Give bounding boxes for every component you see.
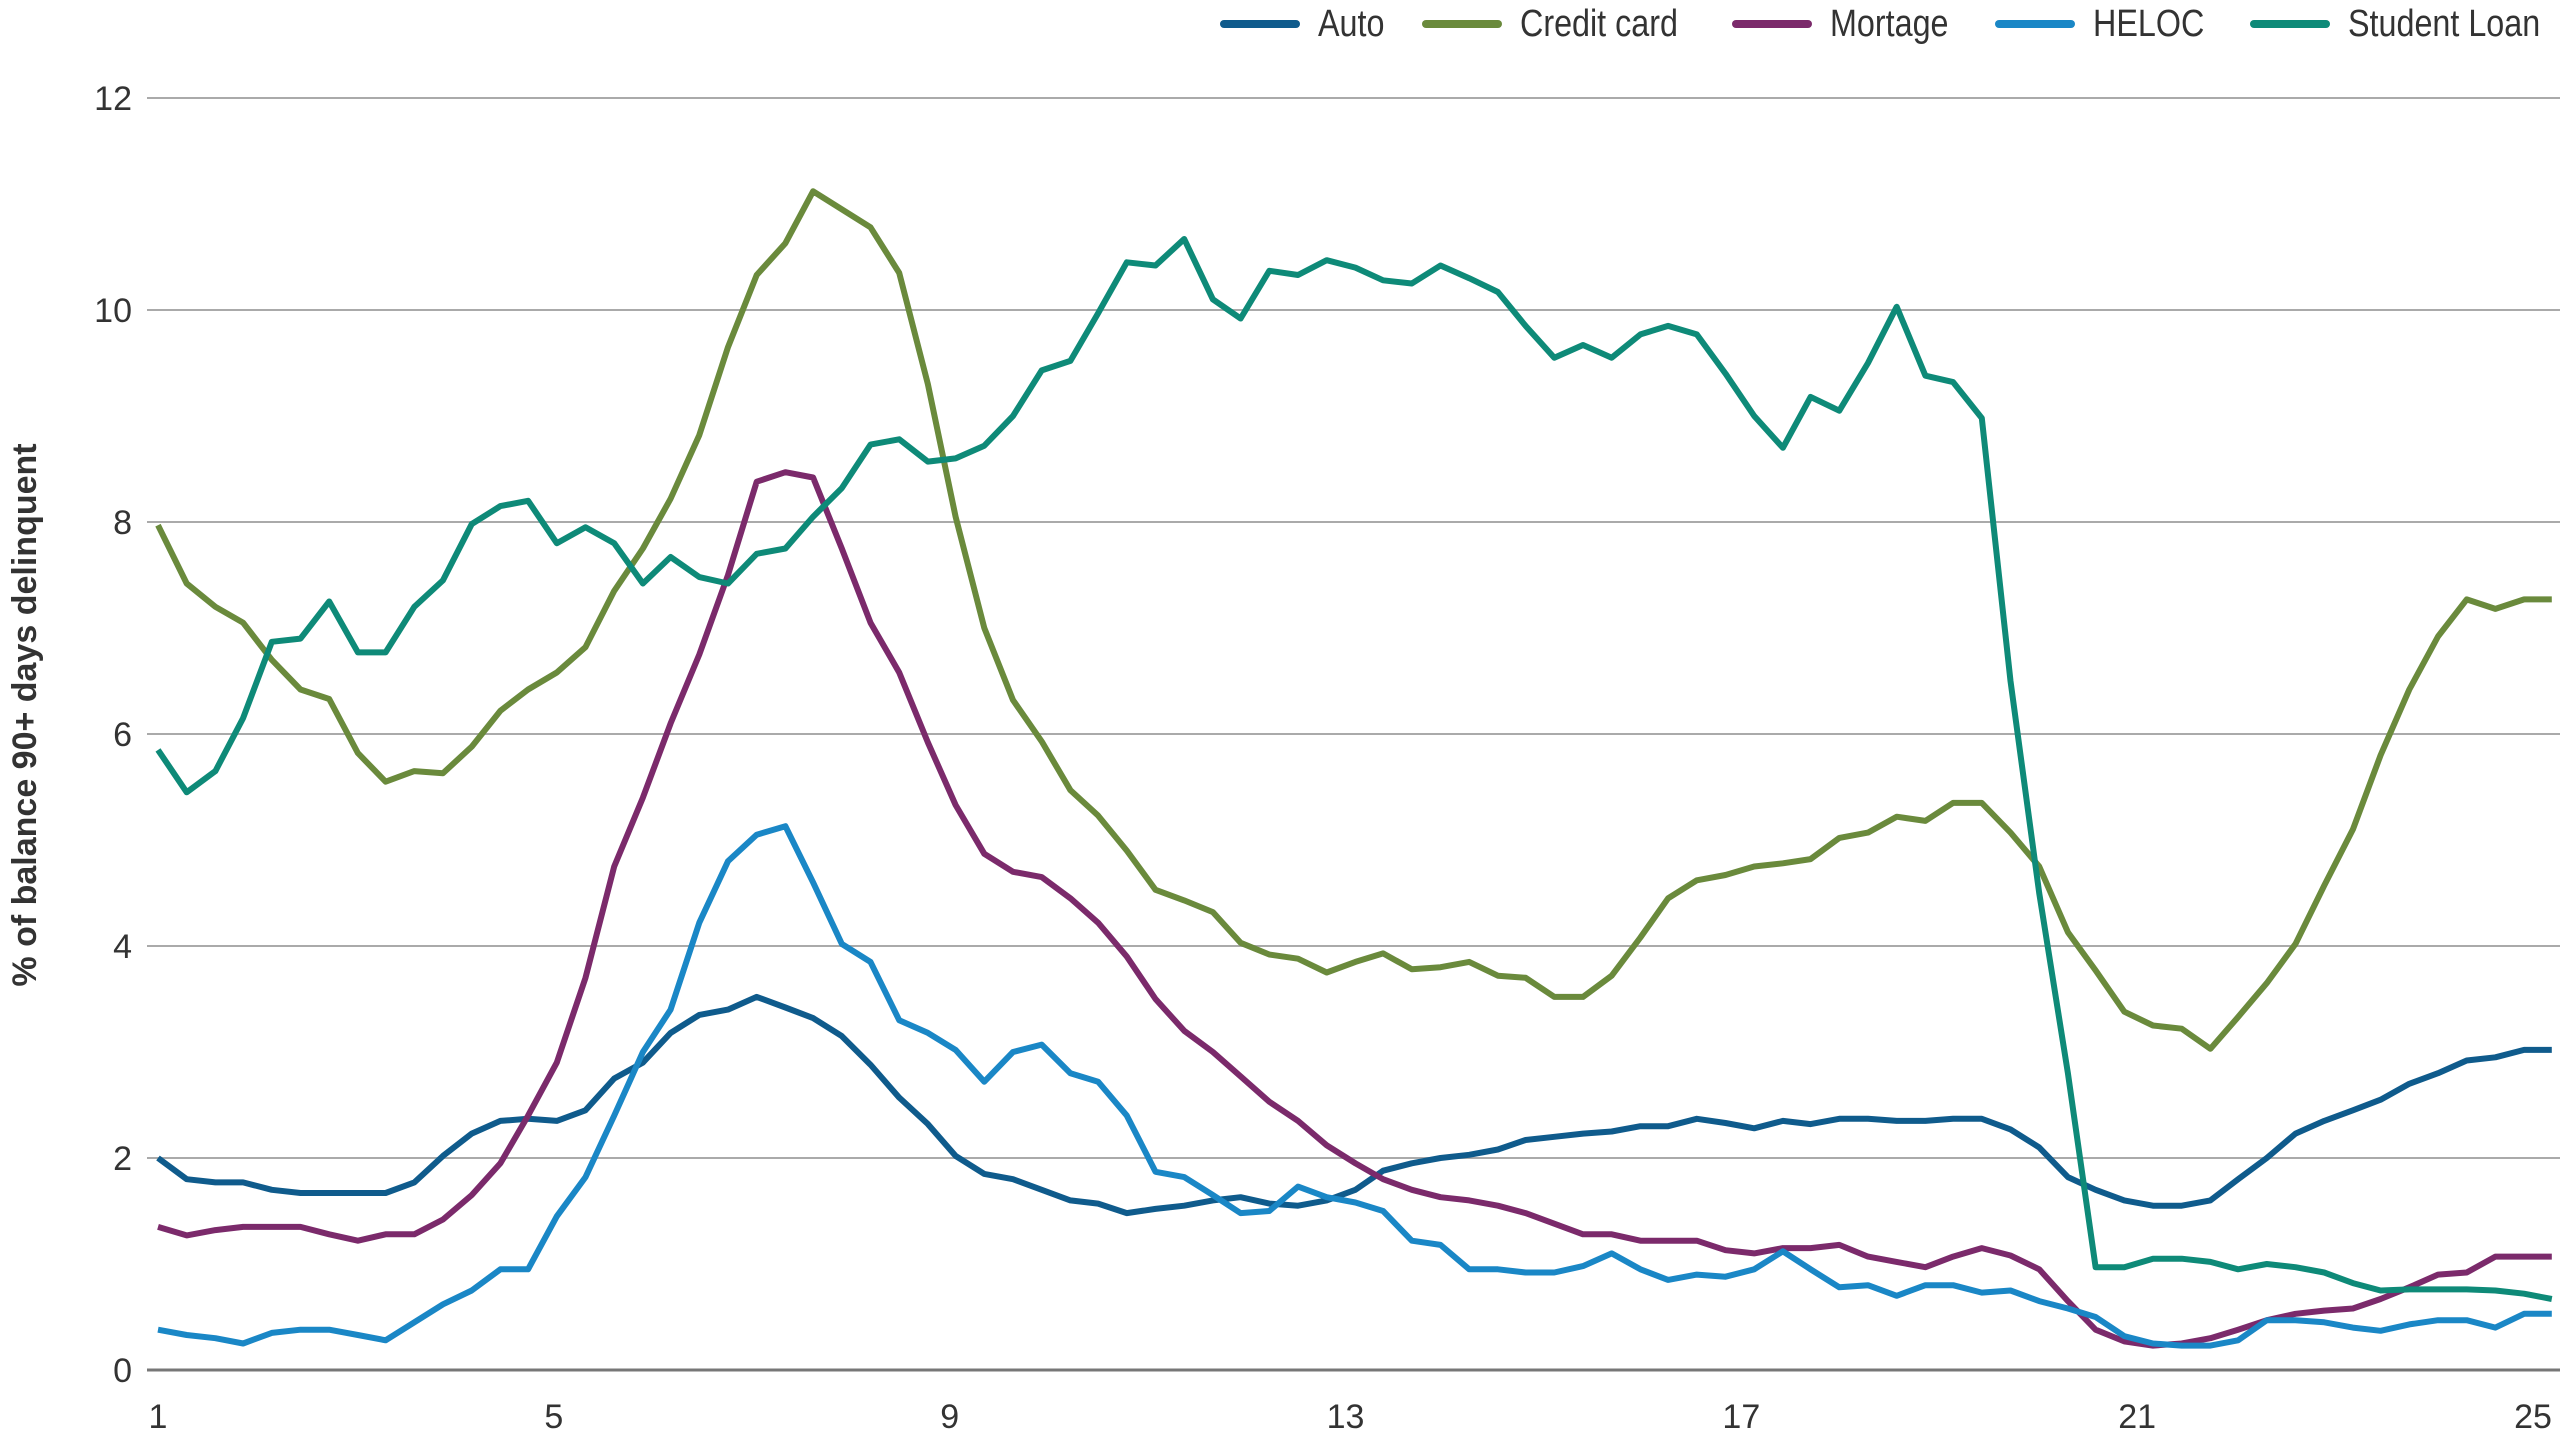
y-tick-label: 10 bbox=[94, 292, 132, 330]
x-tick-label: 17 bbox=[1722, 1398, 1760, 1436]
x-tick-label: 1 bbox=[149, 1398, 168, 1436]
legend-swatch bbox=[1421, 20, 1502, 28]
legend-label: Student Loan bbox=[2347, 2, 2541, 45]
legend-swatch bbox=[1994, 20, 2075, 28]
y-tick-label: 12 bbox=[94, 80, 132, 118]
x-tick-label: 5 bbox=[544, 1398, 563, 1436]
series-line-credit-card bbox=[155, 188, 2552, 1052]
legend-swatch bbox=[2249, 20, 2330, 28]
legend-label: Mortage bbox=[1829, 2, 1949, 45]
legend-item-mortage: Mortage bbox=[1731, 2, 1955, 46]
y-tick-label: 8 bbox=[113, 504, 132, 542]
legend-item-heloc: HELOC bbox=[1994, 2, 2210, 46]
x-tick-label: 25 bbox=[2514, 1398, 2552, 1436]
series-lines bbox=[155, 188, 2553, 1349]
series-line-student-loan bbox=[155, 236, 2553, 1302]
y-tick-label: 4 bbox=[113, 928, 132, 966]
legend-label: Credit card bbox=[1519, 2, 1678, 45]
legend-item-credit-card: Credit card bbox=[1421, 2, 1692, 46]
legend-swatch bbox=[1731, 20, 1812, 28]
series-line-auto bbox=[156, 993, 2552, 1217]
legend-swatch bbox=[1219, 20, 1300, 28]
y-tick-label: 0 bbox=[113, 1352, 132, 1390]
x-tick-label: 9 bbox=[940, 1398, 959, 1436]
y-tick-labels: 0 2 4 6 8 10 12 bbox=[94, 80, 132, 1390]
y-tick-label: 6 bbox=[113, 716, 132, 754]
chart-legend: Auto Credit card Mortage HELOC Student Loan bbox=[1180, 0, 2560, 48]
legend-label: HELOC bbox=[2092, 2, 2205, 45]
legend-label: Auto bbox=[1317, 2, 1385, 45]
gridlines bbox=[147, 97, 2560, 1372]
x-tick-label: 21 bbox=[2118, 1398, 2156, 1436]
x-tick-label: 13 bbox=[1327, 1398, 1365, 1436]
y-tick-label: 2 bbox=[113, 1140, 132, 1178]
y-axis-label: % of balance 90+ days delinquent bbox=[6, 443, 44, 986]
legend-item-auto: Auto bbox=[1219, 2, 1385, 46]
series-line-mortage bbox=[157, 469, 2552, 1349]
x-tick-labels: 1 5 9 13 17 21 25 bbox=[149, 1398, 2552, 1436]
series-line-heloc bbox=[157, 823, 2552, 1349]
legend-item-student-loan: Student Loan bbox=[2249, 2, 2560, 46]
